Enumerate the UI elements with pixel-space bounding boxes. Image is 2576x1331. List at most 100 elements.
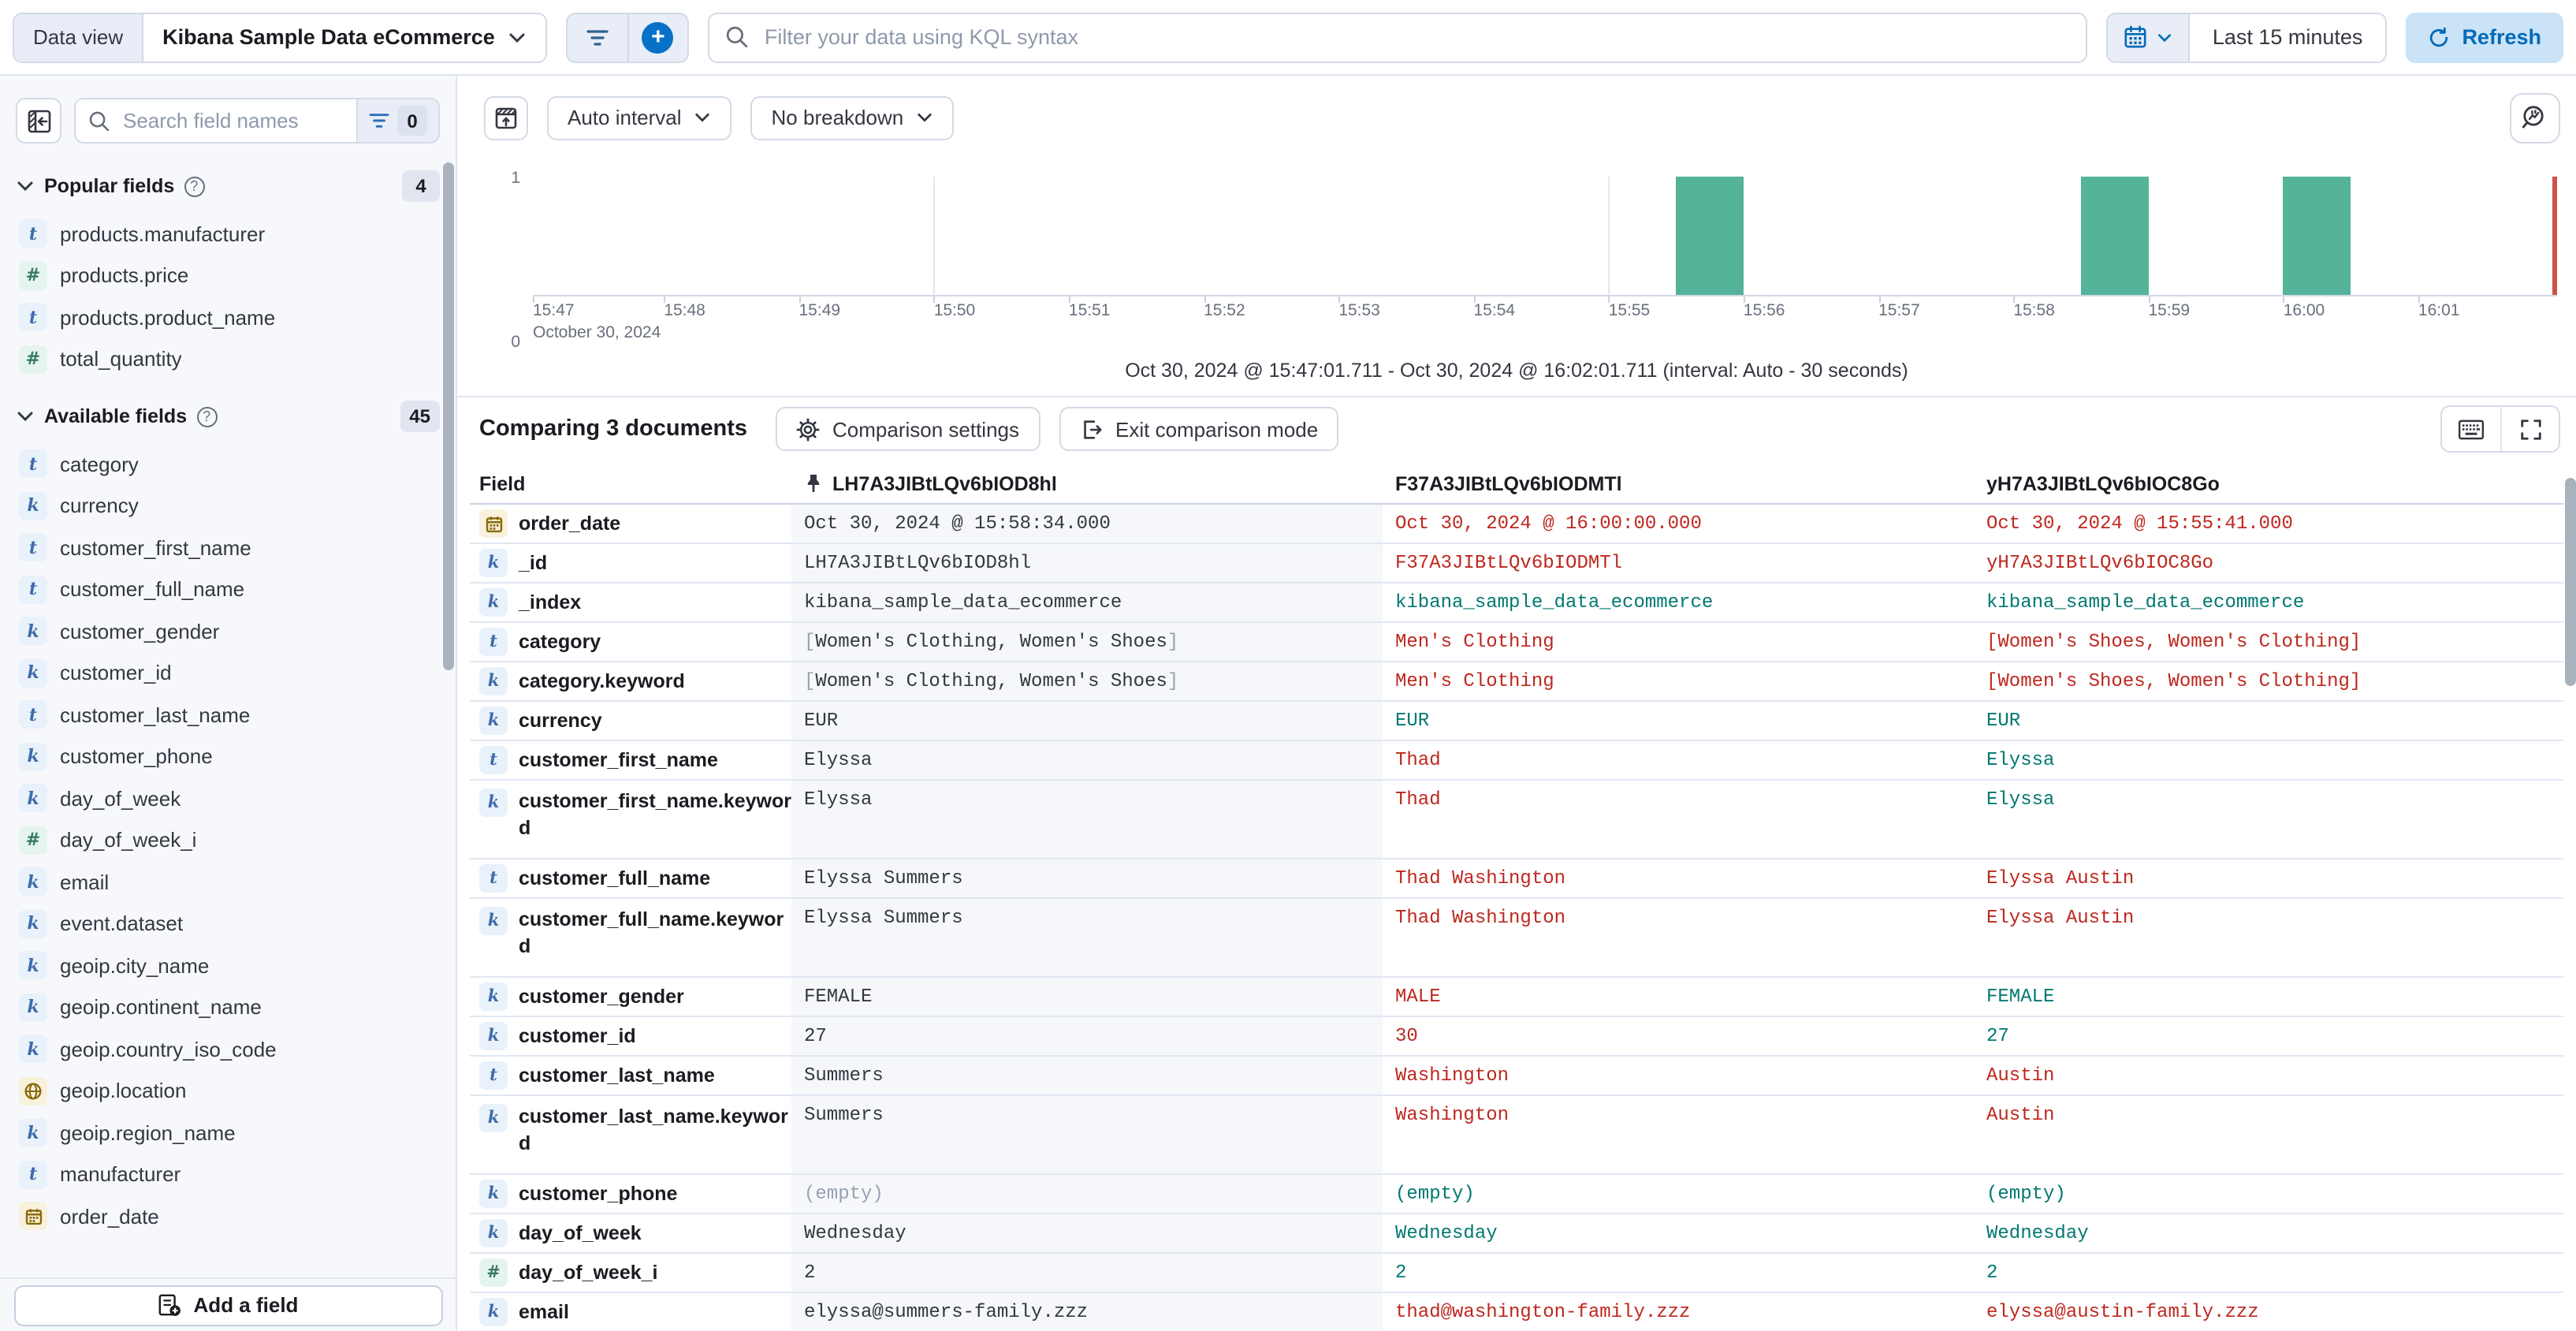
histogram-bar[interactable] [2080, 177, 2149, 295]
sidebar-field-item[interactable]: k customer_id [16, 652, 440, 694]
sidebar-field-item[interactable]: # products.price [16, 255, 440, 296]
time-range-summary: Oct 30, 2024 @ 15:47:01.711 - Oct 30, 20… [1125, 360, 1908, 382]
base-doc-value-cell: Elyssa Summers [791, 899, 1383, 976]
sidebar-field-item[interactable]: order_date [16, 1195, 440, 1237]
sidebar-field-item[interactable]: k geoip.city_name [16, 945, 440, 986]
kql-query-input[interactable] [761, 24, 2071, 50]
field-name-label: day_of_week [60, 786, 181, 811]
breakdown-dropdown[interactable]: No breakdown [750, 95, 955, 140]
global-filters-button[interactable] [568, 13, 627, 61]
doc-column-header[interactable]: yH7A3JIBtLQv6bIOC8Go [1986, 472, 2220, 494]
field-type-icon: k [19, 658, 47, 688]
sidebar-field-item[interactable]: k customer_phone [16, 736, 440, 777]
sidebar-field-item[interactable]: t products.manufacturer [16, 213, 440, 255]
field-type-icon: k [479, 1022, 508, 1050]
collapse-sidebar-button[interactable] [16, 98, 61, 144]
x-axis-tick: 15:49 [798, 301, 841, 320]
field-type-icon: t [479, 628, 508, 656]
popular-fields-header[interactable]: Popular fields ? 4 [16, 170, 440, 202]
available-fields-header[interactable]: Available fields ? 45 [16, 401, 440, 432]
comparison-settings-button[interactable]: Comparison settings [776, 407, 1040, 451]
interval-dropdown[interactable]: Auto interval [547, 95, 732, 140]
field-name-label: currency [60, 494, 139, 518]
field-name-cell: k currency [470, 702, 791, 740]
magnify-chart-icon [2522, 105, 2544, 128]
histogram-bar[interactable] [2283, 177, 2351, 295]
kql-search-bar[interactable] [707, 12, 2088, 62]
collapse-panel-icon [27, 109, 50, 132]
chart-options-button[interactable] [484, 95, 528, 140]
field-type-icon: k [479, 1219, 508, 1247]
field-name-cell: t category [470, 623, 791, 661]
add-field-button[interactable]: Add a field [13, 1284, 442, 1325]
x-axis-tick: 15:47 [533, 301, 575, 320]
refresh-button[interactable]: Refresh [2405, 12, 2563, 62]
explore-in-lens-button[interactable] [2510, 92, 2560, 143]
field-type-icon: t [19, 303, 47, 332]
y-axis-tick: 0 [511, 333, 520, 352]
sidebar-field-item[interactable]: k geoip.region_name [16, 1112, 440, 1154]
field-search-box[interactable]: 0 [74, 98, 440, 144]
histogram-toolbar: Auto interval No breakdown [484, 92, 2563, 143]
doc-value-cell: Men's Clothing [1395, 670, 1554, 692]
sidebar-field-item[interactable]: k customer_gender [16, 610, 440, 652]
table-row: order_date Oct 30, 2024 @ 15:58:34.000 O… [470, 505, 2563, 544]
keyboard-shortcuts-button[interactable] [2442, 407, 2500, 451]
field-name-label: customer_gender [60, 619, 220, 643]
date-picker-quick-menu[interactable] [2108, 13, 2191, 61]
sidebar-field-item[interactable]: # total_quantity [16, 338, 440, 380]
doc-value-cell: Elyssa Austin [1986, 907, 2135, 929]
field-type-icon: k [19, 491, 47, 520]
fullscreen-icon [2520, 419, 2541, 439]
field-filters-button[interactable]: 0 [356, 99, 438, 142]
pinned-doc-column-header[interactable]: LH7A3JIBtLQv6bIOD8hl [791, 472, 1383, 494]
histogram-bar[interactable] [1676, 177, 1744, 295]
field-type-icon: k [479, 1180, 508, 1208]
base-doc-value-cell: Oct 30, 2024 @ 15:58:34.000 [791, 505, 1383, 542]
sidebar-field-item[interactable]: geoip.location [16, 1070, 440, 1112]
field-name-label: category [60, 452, 139, 476]
filter-icon [586, 29, 609, 45]
top-navigation-bar: Data view Kibana Sample Data eCommerce + [0, 0, 2576, 76]
base-doc-value-cell: Summers [791, 1057, 1383, 1094]
sidebar-field-item[interactable]: t category [16, 443, 440, 485]
current-time-marker [2552, 177, 2557, 295]
x-axis-tick-mark [1068, 296, 1070, 303]
popular-fields-count: 4 [402, 170, 440, 202]
doc-value-cell: Men's Clothing [1395, 631, 1554, 653]
base-doc-value-cell: 2 [791, 1254, 1383, 1292]
sidebar-field-item[interactable]: t customer_full_name [16, 569, 440, 610]
field-search-input[interactable] [110, 109, 356, 132]
sidebar-scrollbar[interactable] [443, 162, 454, 670]
field-type-icon [479, 509, 508, 538]
sidebar-field-item[interactable]: k email [16, 861, 440, 903]
comparison-table-header: Field LH7A3JIBtLQv6bIOD8hl F37A3JIBtLQv6… [470, 464, 2563, 505]
fullscreen-button[interactable] [2500, 407, 2559, 451]
sidebar-field-item[interactable]: k day_of_week [16, 777, 440, 819]
field-type-icon: t [479, 746, 508, 774]
field-type-icon: t [479, 864, 508, 893]
sidebar-field-item[interactable]: t customer_last_name [16, 694, 440, 736]
x-axis-tick: 15:53 [1338, 301, 1380, 320]
sidebar-field-item[interactable]: # day_of_week_i [16, 819, 440, 861]
sidebar-field-item[interactable]: t customer_first_name [16, 527, 440, 569]
time-range-value[interactable]: Last 15 minutes [2190, 13, 2385, 61]
x-axis-tick: 15:56 [1743, 301, 1785, 320]
doc-column-header[interactable]: F37A3JIBtLQv6bIODMTl [1395, 472, 1622, 494]
table-row: k customer_id 27 30 27 [470, 1017, 2563, 1057]
sidebar-field-item[interactable]: t manufacturer [16, 1154, 440, 1195]
sidebar-field-item[interactable]: k currency [16, 485, 440, 527]
sidebar-field-item[interactable]: k event.dataset [16, 903, 440, 945]
doc-value-cell: FEMALE [1986, 986, 2055, 1008]
exit-comparison-button[interactable]: Exit comparison mode [1059, 407, 1339, 451]
add-filter-button[interactable]: + [627, 13, 687, 61]
sidebar-field-item[interactable]: t products.product_name [16, 296, 440, 338]
field-name-cell: k day_of_week [470, 1214, 791, 1252]
table-scrollbar[interactable] [2565, 478, 2576, 686]
field-name-cell: k email [470, 1293, 791, 1331]
doc-value-cell: 2 [1986, 1262, 1998, 1284]
data-view-picker[interactable]: Data view Kibana Sample Data eCommerce [13, 12, 547, 62]
sidebar-field-item[interactable]: k geoip.continent_name [16, 986, 440, 1028]
x-axis-tick: 16:01 [2418, 301, 2460, 320]
sidebar-field-item[interactable]: k geoip.country_iso_code [16, 1028, 440, 1070]
